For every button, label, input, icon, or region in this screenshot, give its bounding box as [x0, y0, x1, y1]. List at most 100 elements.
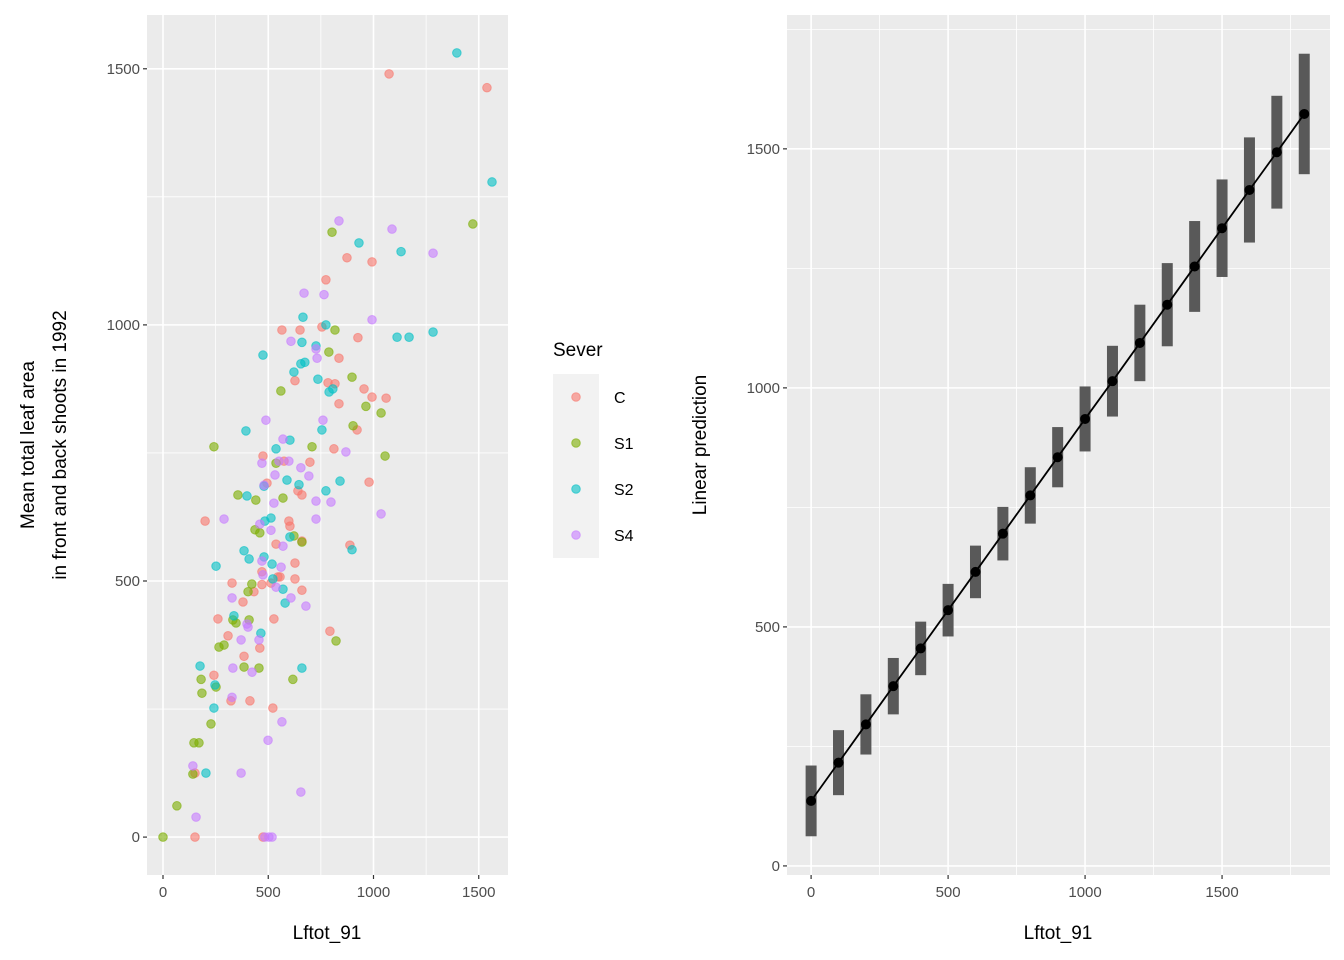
y-tick-label: 500: [115, 573, 140, 590]
scatter-point-s2: [297, 337, 307, 348]
prediction-point: [833, 757, 844, 768]
scatter-point-s2: [229, 611, 239, 621]
scatter-point-s2: [321, 320, 331, 330]
scatter-point-s2: [321, 486, 331, 496]
scatter-point-s2: [313, 374, 323, 384]
legend-key-s2: [571, 484, 581, 494]
scatter-point-s2: [297, 663, 307, 673]
scatter-point-s2: [298, 312, 308, 323]
scatter-point-s2: [487, 177, 497, 187]
scatter-point-s4: [334, 216, 344, 226]
scatter-point-s2: [285, 532, 295, 542]
y-tick-label: 0: [132, 829, 140, 846]
scatter-point-c: [268, 703, 278, 713]
x-tick-label: 0: [807, 884, 815, 901]
scatter-point-s4: [387, 224, 397, 234]
scatter-point-c: [329, 444, 339, 454]
prediction-panel: 0 500 1000 1500 0 500 1000 1500: [747, 15, 1330, 901]
scatter-point-s1: [307, 441, 317, 452]
scatter-point-s1: [288, 674, 298, 685]
scatter-point-s2: [289, 367, 299, 377]
x-tick-label: 1500: [462, 884, 495, 901]
prediction-point: [860, 719, 871, 730]
prediction-point: [1244, 184, 1255, 195]
legend-key-s1: [571, 438, 581, 448]
scatter-point-s4: [326, 497, 336, 507]
scatter-point-s1: [278, 493, 288, 503]
legend-label-s2: S2: [614, 482, 634, 499]
scatter-point-s1: [361, 401, 371, 412]
scatter-point-s4: [311, 496, 321, 506]
scatter-point-c: [305, 457, 315, 467]
scatter-point-s1: [251, 495, 261, 505]
scatter-point-c: [190, 832, 200, 842]
scatter-point-s2: [294, 479, 304, 490]
scatter-point-s2: [282, 475, 292, 485]
prediction-point: [806, 795, 817, 806]
scatter-point-s4: [191, 812, 201, 822]
scatter-point-s2: [258, 350, 268, 360]
left-x-axis-title: Lftot_91: [293, 923, 362, 944]
legend-label-s4: S4: [614, 528, 634, 545]
scatter-point-s2: [195, 661, 205, 671]
scatter-point-c: [381, 393, 391, 403]
prediction-point: [1025, 490, 1036, 501]
scatter-point-c: [223, 630, 233, 641]
scatter-point-s1: [327, 227, 337, 237]
scatter-point-s2: [239, 545, 249, 556]
right-x-axis-title: Lftot_91: [1024, 923, 1093, 944]
scatter-point-s4: [296, 462, 306, 473]
scatter-point-s1: [247, 579, 257, 589]
scatter-point-s4: [301, 601, 311, 611]
y-tick-label: 500: [755, 619, 780, 636]
scatter-point-c: [295, 325, 305, 335]
scatter-point-s4: [319, 289, 329, 300]
scatter-point-c: [321, 275, 331, 285]
scatter-point-c: [353, 332, 363, 343]
scatter-point-s2: [201, 768, 211, 778]
x-tick-label: 500: [936, 884, 961, 901]
scatter-point-s4: [286, 593, 296, 603]
scatter-point-s1: [254, 663, 264, 673]
scatter-point-s4: [263, 735, 273, 746]
legend-title: Sever: [553, 340, 603, 361]
scatter-point-s4: [276, 562, 286, 572]
scatter-point-s4: [257, 556, 267, 566]
scatter-point-s2: [241, 426, 251, 436]
prediction-point: [1052, 452, 1063, 463]
scatter-point-c: [290, 558, 300, 568]
scatter-point-s4: [428, 248, 438, 258]
scatter-point-s2: [324, 387, 334, 397]
scatter-point-s4: [247, 667, 257, 677]
scatter-point-c: [290, 574, 300, 584]
scatter-point-s1: [194, 738, 204, 748]
scatter-point-s4: [304, 471, 314, 481]
scatter-point-s4: [278, 541, 288, 551]
scatter-point-s4: [269, 498, 279, 508]
left-y-axis-title-line1: Mean total leaf area: [18, 361, 39, 529]
x-tick-label: 1000: [1068, 884, 1101, 901]
scatter-point-s1: [297, 537, 307, 547]
scatter-point-s4: [311, 344, 321, 354]
scatter-point-s4: [270, 470, 280, 480]
scatter-point-s4: [278, 434, 288, 444]
scatter-point-c: [325, 626, 335, 636]
prediction-point: [1299, 108, 1310, 119]
scatter-point-s4: [284, 456, 294, 466]
scatter-point-s2: [452, 48, 462, 58]
scatter-point-s1: [188, 769, 198, 779]
x-tick-label: 1000: [357, 884, 390, 901]
scatter-point-s4: [274, 456, 284, 466]
scatter-point-s4: [258, 570, 268, 580]
scatter-point-s4: [341, 447, 351, 457]
prediction-point: [1134, 337, 1145, 348]
scatter-point-s4: [259, 480, 269, 491]
scatter-point-s2: [267, 559, 277, 569]
scatter-point-s1: [209, 441, 219, 452]
y-tick-label: 1000: [747, 380, 780, 397]
scatter-point-s2: [396, 246, 406, 257]
legend-label-s1: S1: [614, 436, 634, 453]
scatter-point-s4: [271, 582, 281, 592]
scatter-point-c: [290, 375, 300, 386]
scatter-point-s4: [312, 353, 322, 363]
